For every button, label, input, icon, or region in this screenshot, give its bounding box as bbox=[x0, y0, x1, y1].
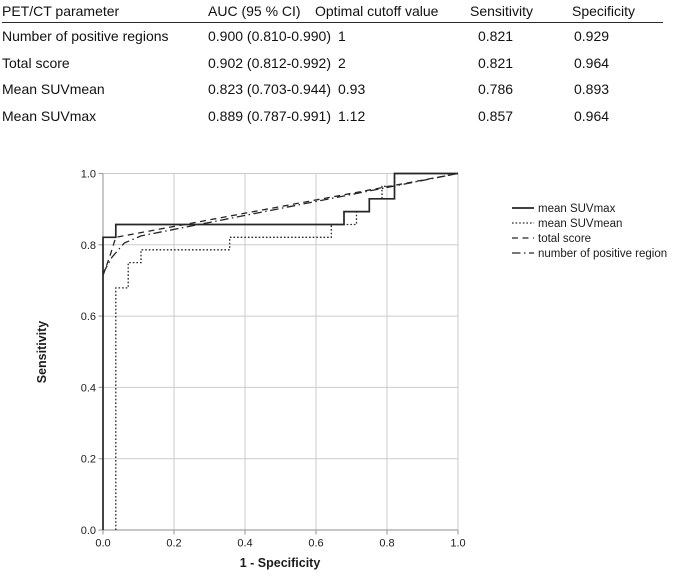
legend-label: mean SUVmean bbox=[538, 218, 622, 230]
y-tick-label: 1.0 bbox=[81, 169, 96, 181]
legend-label: total score bbox=[538, 233, 591, 245]
legend-label: number of positive region bbox=[538, 248, 667, 260]
x-tick-label: 1.0 bbox=[450, 538, 465, 550]
column-header-0: PET/CT parameter bbox=[2, 3, 208, 23]
table-cell: 0.902 (0.812-0.992) bbox=[208, 54, 331, 71]
column-header-4: Specificity bbox=[572, 3, 663, 23]
legend-label: mean SUVmax bbox=[538, 203, 616, 215]
roc-curve-number-of-positive-region bbox=[102, 172, 459, 274]
table-cell: 2 bbox=[338, 54, 346, 71]
roc-curve-total-score bbox=[102, 172, 459, 276]
y-tick-label: 0.6 bbox=[81, 311, 96, 323]
table-cell: 0.821 bbox=[478, 28, 514, 44]
roc-curves bbox=[102, 172, 459, 530]
table-cell: 0.823 (0.703-0.944) bbox=[208, 81, 331, 97]
column-header-2: Optimal cutoff value bbox=[315, 3, 470, 23]
table-cell: 0.93 bbox=[338, 81, 366, 97]
gridlines bbox=[102, 173, 459, 531]
column-header-1: AUC (95 % CI) bbox=[208, 3, 315, 23]
plot-frame bbox=[102, 173, 459, 531]
roc-parameters-table: PET/CT parameter AUC (95 % CI) Optimal cut… bbox=[2, 3, 663, 129]
roc-curve-mean-suvmax bbox=[102, 172, 458, 530]
table-cell: 0.889 (0.787-0.991) bbox=[208, 107, 331, 124]
table-cell: 1.12 bbox=[338, 107, 366, 124]
legend: mean SUVmax mean SUVmean total score number… bbox=[512, 203, 667, 260]
table-cell: 0.964 bbox=[574, 107, 610, 124]
column-header-3: Sensitivity bbox=[470, 3, 572, 23]
y-tick-label: 0.0 bbox=[81, 525, 96, 537]
roc-chart: 0.0 0.2 0.4 0.6 0.8 1.0 0.0 0.2 0.4 0.6 0.8 1.0 mea… bbox=[35, 169, 667, 571]
x-tick-label: 0.8 bbox=[379, 538, 394, 550]
table-cell: Total score bbox=[2, 54, 70, 71]
y-tick-label: 0.4 bbox=[81, 382, 96, 394]
table-cell: 1 bbox=[338, 28, 346, 44]
table-cell: 0.964 bbox=[574, 54, 610, 71]
x-axis-title: 1 - Specificity bbox=[240, 556, 321, 570]
x-tick-label: 0.2 bbox=[166, 538, 181, 550]
y-tick-label: 0.2 bbox=[81, 454, 96, 466]
x-tick-label: 0.6 bbox=[308, 538, 323, 550]
roc-curve-mean-suvmean bbox=[115, 172, 458, 530]
y-axis-title: Sensitivity bbox=[35, 321, 49, 384]
table-cell: Number of positive regions bbox=[2, 28, 169, 44]
table-cell: 0.857 bbox=[478, 107, 514, 124]
table-cell: 0.821 bbox=[478, 54, 514, 71]
table-cell: 0.893 bbox=[574, 81, 610, 97]
table-cell: 0.929 bbox=[574, 28, 610, 44]
table-cell: Mean SUVmax bbox=[2, 107, 97, 124]
axes: 0.0 0.2 0.4 0.6 0.8 1.0 0.0 0.2 0.4 0.6 0.8 1.0 bbox=[81, 169, 466, 550]
y-tick-label: 0.8 bbox=[81, 240, 96, 252]
table-cell: Mean SUVmean bbox=[2, 81, 105, 97]
x-tick-label: 0.0 bbox=[95, 538, 110, 550]
table-cell: 0.786 bbox=[478, 81, 514, 97]
x-tick-label: 0.4 bbox=[237, 538, 252, 550]
table-cell: 0.900 (0.810-0.990) bbox=[208, 28, 331, 44]
